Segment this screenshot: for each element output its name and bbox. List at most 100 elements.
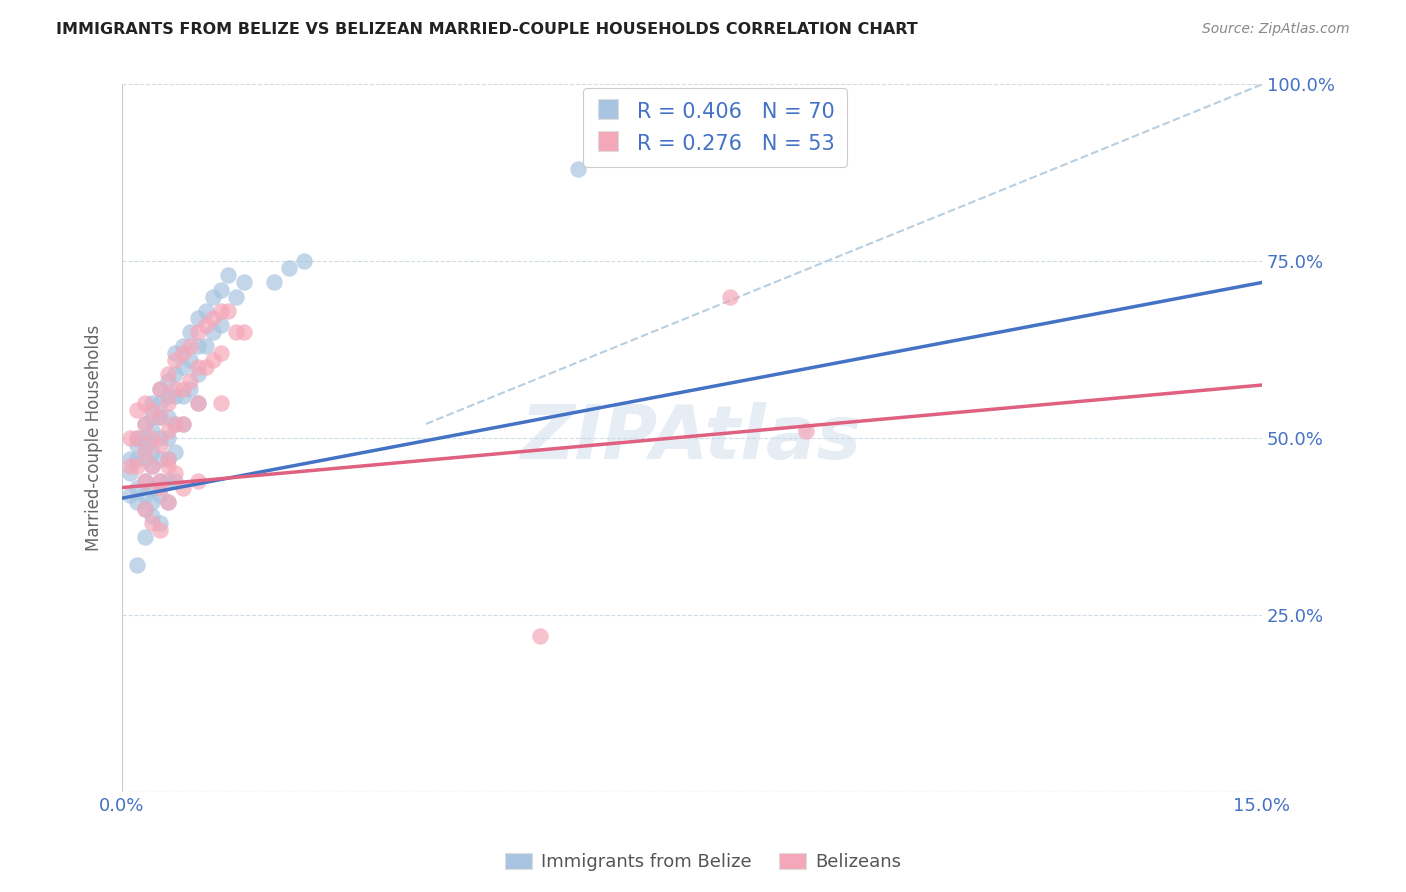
Point [149, 488, 172, 502]
Point [225, 325, 247, 339]
Point [165, 368, 187, 382]
Point [232, 325, 254, 339]
Point [149, 382, 172, 396]
Text: IMMIGRANTS FROM BELIZE VS BELIZEAN MARRIED-COUPLE HOUSEHOLDS CORRELATION CHART: IMMIGRANTS FROM BELIZE VS BELIZEAN MARRI… [56, 22, 918, 37]
Point [149, 409, 172, 424]
Point [149, 438, 172, 452]
Point [134, 474, 156, 488]
Point [134, 431, 156, 445]
Point [165, 467, 187, 481]
Point [217, 268, 239, 283]
Point [127, 494, 149, 508]
Point [294, 254, 316, 268]
Point [127, 438, 149, 452]
Point [179, 353, 201, 368]
Point [156, 368, 179, 382]
Point [156, 452, 179, 467]
Point [149, 452, 172, 467]
Point [134, 530, 156, 544]
Point [187, 360, 209, 375]
Point [567, 162, 589, 177]
Point [187, 339, 209, 353]
Point [187, 310, 209, 325]
Point [149, 481, 172, 495]
Point [172, 389, 194, 403]
Point [179, 382, 201, 396]
Point [118, 431, 141, 445]
Point [202, 353, 225, 368]
Point [141, 481, 163, 495]
Point [156, 494, 179, 508]
Point [141, 424, 163, 438]
Point [529, 629, 551, 643]
Point [172, 382, 194, 396]
Point [149, 409, 172, 424]
Point [209, 318, 232, 332]
Point [134, 417, 156, 431]
Point [127, 402, 149, 417]
Point [149, 395, 172, 409]
Point [194, 360, 217, 375]
Point [718, 290, 741, 304]
Text: Source: ZipAtlas.com: Source: ZipAtlas.com [1202, 22, 1350, 37]
Point [118, 488, 141, 502]
Point [172, 481, 194, 495]
Point [172, 417, 194, 431]
Point [134, 417, 156, 431]
Point [141, 508, 163, 523]
Point [172, 417, 194, 431]
Point [165, 346, 187, 360]
Legend: R = 0.406   N = 70, R = 0.276   N = 53: R = 0.406 N = 70, R = 0.276 N = 53 [582, 87, 846, 167]
Point [141, 494, 163, 508]
Point [118, 459, 141, 474]
Point [172, 360, 194, 375]
Point [263, 276, 285, 290]
Text: ZIPAtlas: ZIPAtlas [522, 401, 862, 475]
Point [165, 417, 187, 431]
Point [179, 325, 201, 339]
Point [118, 467, 141, 481]
Point [134, 474, 156, 488]
Point [118, 452, 141, 467]
Point [209, 346, 232, 360]
Point [187, 395, 209, 409]
Legend: Immigrants from Belize, Belizeans: Immigrants from Belize, Belizeans [498, 846, 908, 879]
Point [149, 382, 172, 396]
Point [209, 303, 232, 318]
Point [127, 431, 149, 445]
Point [141, 516, 163, 530]
Point [165, 445, 187, 459]
Point [127, 452, 149, 467]
Point [134, 438, 156, 452]
Point [794, 424, 817, 438]
Point [202, 310, 225, 325]
Point [187, 325, 209, 339]
Point [127, 481, 149, 495]
Point [156, 409, 179, 424]
Point [172, 339, 194, 353]
Point [149, 474, 172, 488]
Point [156, 459, 179, 474]
Point [156, 431, 179, 445]
Point [165, 353, 187, 368]
Point [156, 452, 179, 467]
Point [179, 375, 201, 389]
Point [225, 290, 247, 304]
Point [217, 303, 239, 318]
Point [172, 346, 194, 360]
Point [187, 368, 209, 382]
Point [232, 276, 254, 290]
Point [141, 431, 163, 445]
Point [187, 474, 209, 488]
Point [141, 402, 163, 417]
Point [127, 459, 149, 474]
Point [278, 261, 301, 276]
Point [194, 339, 217, 353]
Point [134, 395, 156, 409]
Point [156, 389, 179, 403]
Point [179, 339, 201, 353]
Point [156, 375, 179, 389]
Point [202, 290, 225, 304]
Point [134, 452, 156, 467]
Point [156, 395, 179, 409]
